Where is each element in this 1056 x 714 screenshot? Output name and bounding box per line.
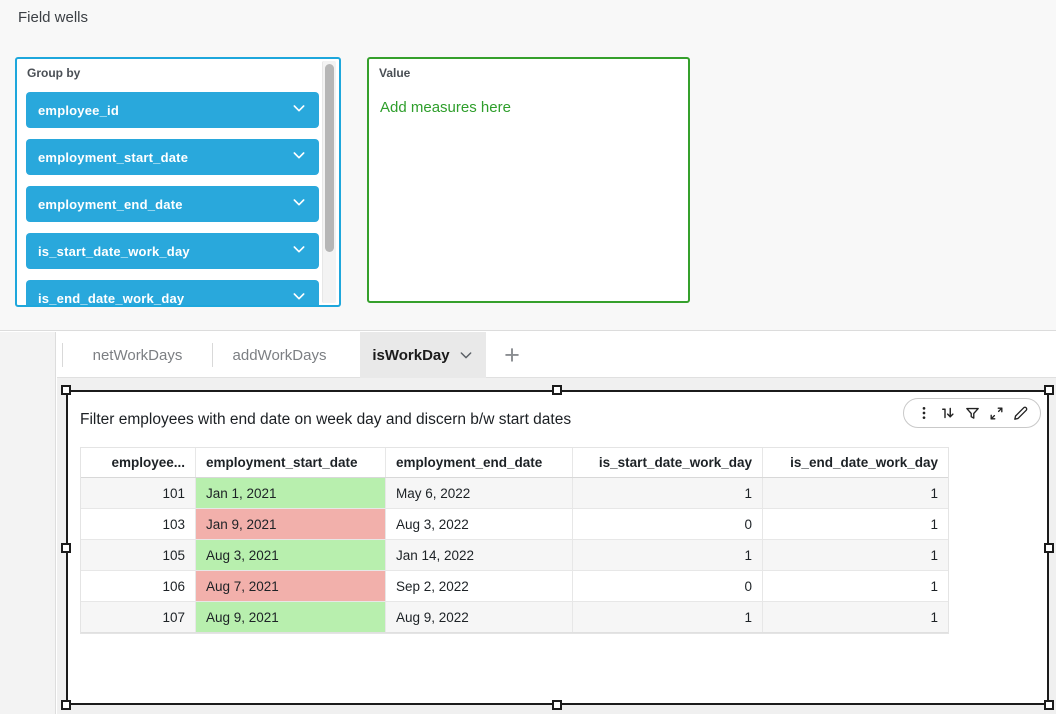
- resize-handle-bottom-left[interactable]: [61, 700, 71, 710]
- cell-start-date[interactable]: Aug 3, 2021: [196, 540, 386, 570]
- column-header-start-date[interactable]: employment_start_date: [196, 448, 386, 477]
- cell-is-end-work-day[interactable]: 1: [930, 609, 938, 625]
- field-pill-label: is_end_date_work_day: [38, 290, 185, 306]
- resize-handle-mid-right[interactable]: [1044, 543, 1054, 553]
- filter-icon[interactable]: [961, 402, 983, 424]
- table-header-row: employee... employment_start_date employ…: [81, 448, 948, 478]
- field-wells-section: Field wells Group by employee_id employm…: [0, 0, 1056, 331]
- left-margin-strip: [0, 332, 56, 714]
- table-row[interactable]: 101 Jan 1, 2021 May 6, 2022 1 1: [81, 478, 948, 509]
- cell-end-date[interactable]: Jan 14, 2022: [386, 540, 573, 570]
- cell-end-date[interactable]: Sep 2, 2022: [386, 571, 573, 601]
- group-by-well: Group by employee_id employment_start_da…: [15, 57, 341, 307]
- field-pill-label: is_start_date_work_day: [38, 243, 190, 259]
- column-header-is-end-work-day[interactable]: is_end_date_work_day: [790, 455, 938, 470]
- tab-networkdays[interactable]: netWorkDays: [62, 343, 212, 367]
- field-pill[interactable]: employee_id: [26, 92, 319, 128]
- add-measures-hint: Add measures here: [380, 99, 511, 116]
- tab-label: netWorkDays: [92, 346, 183, 364]
- cell-end-date[interactable]: Aug 9, 2022: [386, 602, 573, 632]
- value-well: Value Add measures here: [367, 57, 690, 303]
- chevron-down-icon: [291, 288, 307, 306]
- sheet-tab-strip: netWorkDays addWorkDays isWorkDay +: [57, 332, 1056, 378]
- cell-is-end-work-day[interactable]: 1: [930, 516, 938, 532]
- field-pill[interactable]: employment_end_date: [26, 186, 319, 222]
- chevron-down-icon: [291, 194, 307, 215]
- cell-is-end-work-day[interactable]: 1: [930, 485, 938, 501]
- table-visual[interactable]: Filter employees with end date on week d…: [66, 390, 1049, 705]
- table-row[interactable]: 105 Aug 3, 2021 Jan 14, 2022 1 1: [81, 540, 948, 571]
- table-body: 101 Jan 1, 2021 May 6, 2022 1 1 103 Jan …: [81, 478, 948, 633]
- value-label: Value: [379, 66, 411, 80]
- chevron-down-icon: [291, 147, 307, 168]
- cell-end-date[interactable]: May 6, 2022: [386, 478, 573, 508]
- cell-employee-id[interactable]: 105: [81, 540, 196, 570]
- group-by-label: Group by: [27, 66, 81, 80]
- chevron-down-icon: [458, 347, 474, 363]
- column-header-end-date[interactable]: employment_end_date: [386, 448, 573, 477]
- cell-employee-id[interactable]: 103: [81, 509, 196, 539]
- tab-label: addWorkDays: [232, 346, 327, 364]
- table-row[interactable]: 103 Jan 9, 2021 Aug 3, 2022 0 1: [81, 509, 948, 540]
- cell-employee-id[interactable]: 106: [81, 571, 196, 601]
- field-pill[interactable]: is_start_date_work_day: [26, 233, 319, 269]
- field-pill-list: employee_id employment_start_date: [26, 92, 319, 306]
- column-header-employee-id[interactable]: employee...: [81, 448, 196, 477]
- tab-label: isWorkDay: [372, 346, 450, 364]
- tab-isworkday[interactable]: isWorkDay: [360, 332, 486, 378]
- resize-handle-mid-left[interactable]: [61, 543, 71, 553]
- visual-title: Filter employees with end date on week d…: [80, 411, 572, 428]
- cell-is-start-work-day[interactable]: 1: [573, 602, 763, 632]
- field-pill-label: employment_start_date: [38, 149, 189, 165]
- field-pill-label: employee_id: [38, 102, 119, 118]
- data-table: employee... employment_start_date employ…: [80, 447, 949, 634]
- resize-handle-top-center[interactable]: [552, 385, 562, 395]
- kebab-menu-icon[interactable]: [913, 402, 935, 424]
- chevron-down-icon: [291, 241, 307, 262]
- group-by-scrollbar[interactable]: [322, 61, 336, 303]
- field-pill-label: employment_end_date: [38, 196, 183, 212]
- scrollbar-thumb[interactable]: [325, 64, 334, 252]
- resize-handle-bottom-right[interactable]: [1044, 700, 1054, 710]
- add-sheet-button[interactable]: +: [504, 339, 520, 370]
- tab-addworkdays[interactable]: addWorkDays: [212, 343, 346, 367]
- cell-is-start-work-day[interactable]: 1: [573, 478, 763, 508]
- resize-handle-bottom-center[interactable]: [552, 700, 562, 710]
- cell-is-end-work-day[interactable]: 1: [930, 547, 938, 563]
- column-header-is-start-work-day[interactable]: is_start_date_work_day: [573, 448, 763, 477]
- cell-is-start-work-day[interactable]: 0: [573, 571, 763, 601]
- field-wells-header[interactable]: Field wells: [18, 9, 89, 26]
- resize-handle-top-right[interactable]: [1044, 385, 1054, 395]
- cell-start-date[interactable]: Aug 9, 2021: [196, 602, 386, 632]
- sort-icon[interactable]: [937, 402, 959, 424]
- cell-is-start-work-day[interactable]: 1: [573, 540, 763, 570]
- maximize-icon[interactable]: [985, 402, 1007, 424]
- field-pill[interactable]: is_end_date_work_day: [26, 280, 319, 306]
- edit-icon[interactable]: [1009, 402, 1031, 424]
- cell-start-date[interactable]: Jan 9, 2021: [196, 509, 386, 539]
- resize-handle-top-left[interactable]: [61, 385, 71, 395]
- cell-start-date[interactable]: Aug 7, 2021: [196, 571, 386, 601]
- cell-is-end-work-day[interactable]: 1: [930, 578, 938, 594]
- cell-start-date[interactable]: Jan 1, 2021: [196, 478, 386, 508]
- field-pill[interactable]: employment_start_date: [26, 139, 319, 175]
- visual-toolbar: [903, 398, 1041, 428]
- cell-is-start-work-day[interactable]: 0: [573, 509, 763, 539]
- cell-end-date[interactable]: Aug 3, 2022: [386, 509, 573, 539]
- table-row[interactable]: 106 Aug 7, 2021 Sep 2, 2022 0 1: [81, 571, 948, 602]
- cell-employee-id[interactable]: 107: [81, 602, 196, 632]
- cell-employee-id[interactable]: 101: [81, 478, 196, 508]
- chevron-down-icon: [291, 100, 307, 121]
- table-row[interactable]: 107 Aug 9, 2021 Aug 9, 2022 1 1: [81, 602, 948, 633]
